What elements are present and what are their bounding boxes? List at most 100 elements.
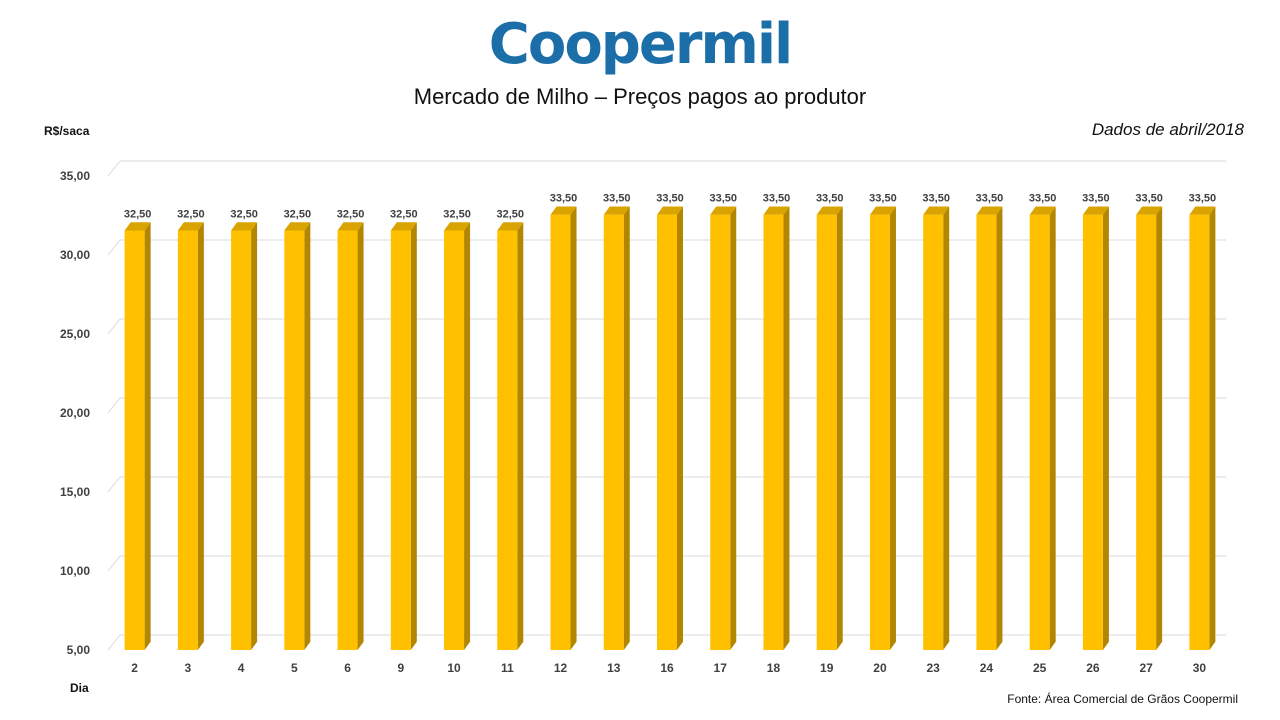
y-tick-label: 15,00 [60,485,90,499]
x-tick-label: 12 [554,661,568,675]
bar-side [943,206,950,650]
bar-side [357,222,364,650]
bar-top [1082,206,1109,215]
bar-front [177,230,198,650]
y-tick-label: 25,00 [60,327,90,341]
bar-front [976,214,997,650]
bar-side [410,222,417,650]
bar-front [1136,214,1157,650]
bar-side [677,206,683,650]
data-labels: 32,50 32,50 32,50 32,50 32,50 32,50 32,50 32,50… [124,192,1216,220]
x-tick-label: 2 [131,661,138,675]
bars [124,206,1216,650]
bar-front [124,230,145,650]
data-label: 33,50 [869,192,897,204]
bar-side [783,206,790,650]
bar-front [444,230,465,650]
bar-front [337,230,358,650]
bar-side [1102,206,1109,650]
bar-side [996,206,1003,650]
data-label: 32,50 [177,208,205,220]
bar [976,206,1003,650]
bar-side [836,206,843,650]
bar-top [390,222,417,231]
data-label: 33,50 [976,192,1004,204]
y-tick-label: 35,00 [60,169,90,183]
data-label: 33,50 [709,192,737,204]
bar-side [1209,206,1216,650]
bar [390,222,417,650]
x-tick-label: 19 [820,661,834,675]
x-tick-label: 3 [185,661,192,675]
bar-side [304,222,311,650]
data-label: 33,50 [550,192,578,204]
bar-front [550,214,571,650]
data-label: 33,50 [656,192,684,204]
bar-top [444,222,471,231]
bar [284,222,311,650]
source-note: Fonte: Área Comercial de Grãos Coopermil [1007,692,1238,706]
bar-top [1136,206,1163,215]
x-tick-label: 17 [714,661,728,675]
bar [710,206,737,650]
data-label: 33,50 [1189,192,1217,204]
data-label: 33,50 [1135,192,1163,204]
x-tick-label: 9 [397,661,404,675]
bar [869,206,896,650]
bar-front [1189,214,1210,650]
y-tick-label: 30,00 [60,248,90,262]
x-axis-label: Dia [70,681,89,695]
bar [231,222,258,650]
data-label: 32,50 [497,208,525,220]
y-tick-label: 20,00 [60,406,90,420]
grid-line-diag [107,476,121,493]
bar [1189,206,1216,650]
bar-top [976,206,1003,215]
bar-side [197,222,204,650]
bar [1029,206,1056,650]
bar [444,222,471,650]
y-tick-label: 5,00 [67,643,91,657]
x-tick-label: 27 [1139,661,1153,675]
x-tick-label: 13 [607,661,621,675]
bar-top [284,222,311,231]
bar-top [1189,206,1216,215]
chart-subtitle: Dados de abril/2018 [1091,120,1244,139]
x-tick-label: 10 [447,661,461,675]
x-tick-label: 18 [767,661,781,675]
x-tick-label: 30 [1193,661,1207,675]
x-tick-label: 26 [1086,661,1100,675]
bar [550,206,577,650]
bar [657,206,683,650]
data-label: 33,50 [922,192,950,204]
bar [603,206,630,650]
x-tick-label: 6 [344,661,351,675]
bar-top [869,206,896,215]
bar-side [730,206,737,650]
bar-side [1156,206,1163,650]
bar-top [710,206,737,215]
bar [337,222,364,650]
bar [497,222,524,650]
bar-top [763,206,790,215]
bar-front [763,214,784,650]
bar-front [497,230,518,650]
data-label: 33,50 [1082,192,1110,204]
bar-front [1082,214,1103,650]
bar-side [623,206,630,650]
coopermil-logo: Coopermil [488,12,793,77]
grid-line-diag [107,634,121,651]
y-tick-label: 10,00 [60,564,90,578]
data-label: 32,50 [124,208,152,220]
bar-top [231,222,258,231]
bar-front [284,230,305,650]
bar-top [923,206,950,215]
grid-line-diag [107,160,121,177]
x-tick-label: 20 [873,661,887,675]
bar-top [816,206,843,215]
bar-side [1049,206,1056,650]
bar-front [603,214,624,650]
data-label: 33,50 [763,192,791,204]
x-tick-label: 5 [291,661,298,675]
